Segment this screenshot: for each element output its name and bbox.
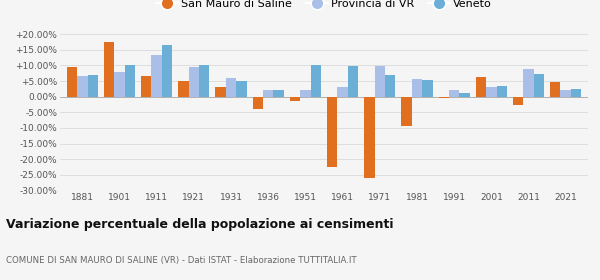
Bar: [104, 42, 114, 97]
Bar: [327, 97, 337, 167]
Bar: [151, 55, 162, 97]
Bar: [476, 77, 486, 97]
Bar: [199, 66, 209, 97]
Bar: [385, 75, 395, 97]
Bar: [263, 90, 274, 97]
Bar: [77, 76, 88, 97]
Bar: [88, 76, 98, 97]
Bar: [513, 97, 523, 104]
Text: COMUNE DI SAN MAURO DI SALINE (VR) - Dati ISTAT - Elaborazione TUTTITALIA.IT: COMUNE DI SAN MAURO DI SALINE (VR) - Dat…: [6, 256, 356, 265]
Bar: [523, 69, 534, 97]
Bar: [364, 97, 374, 178]
Bar: [449, 90, 460, 97]
Legend: San Mauro di Saline, Provincia di VR, Veneto: San Mauro di Saline, Provincia di VR, Ve…: [151, 0, 497, 13]
Bar: [412, 79, 422, 97]
Bar: [460, 93, 470, 97]
Bar: [311, 66, 321, 97]
Bar: [67, 67, 77, 97]
Bar: [374, 66, 385, 97]
Bar: [290, 97, 300, 101]
Bar: [188, 67, 199, 97]
Bar: [401, 97, 412, 126]
Bar: [486, 87, 497, 97]
Bar: [141, 76, 151, 97]
Bar: [348, 66, 358, 97]
Bar: [178, 81, 188, 97]
Bar: [571, 89, 581, 97]
Bar: [439, 97, 449, 98]
Bar: [422, 80, 433, 97]
Bar: [560, 90, 571, 97]
Bar: [550, 82, 560, 97]
Bar: [162, 45, 172, 97]
Bar: [534, 74, 544, 97]
Bar: [114, 72, 125, 97]
Bar: [337, 87, 348, 97]
Bar: [300, 90, 311, 97]
Bar: [497, 86, 507, 97]
Bar: [253, 97, 263, 109]
Bar: [236, 81, 247, 97]
Bar: [226, 78, 236, 97]
Bar: [215, 87, 226, 97]
Bar: [125, 66, 135, 97]
Bar: [274, 90, 284, 97]
Text: Variazione percentuale della popolazione ai censimenti: Variazione percentuale della popolazione…: [6, 218, 394, 231]
